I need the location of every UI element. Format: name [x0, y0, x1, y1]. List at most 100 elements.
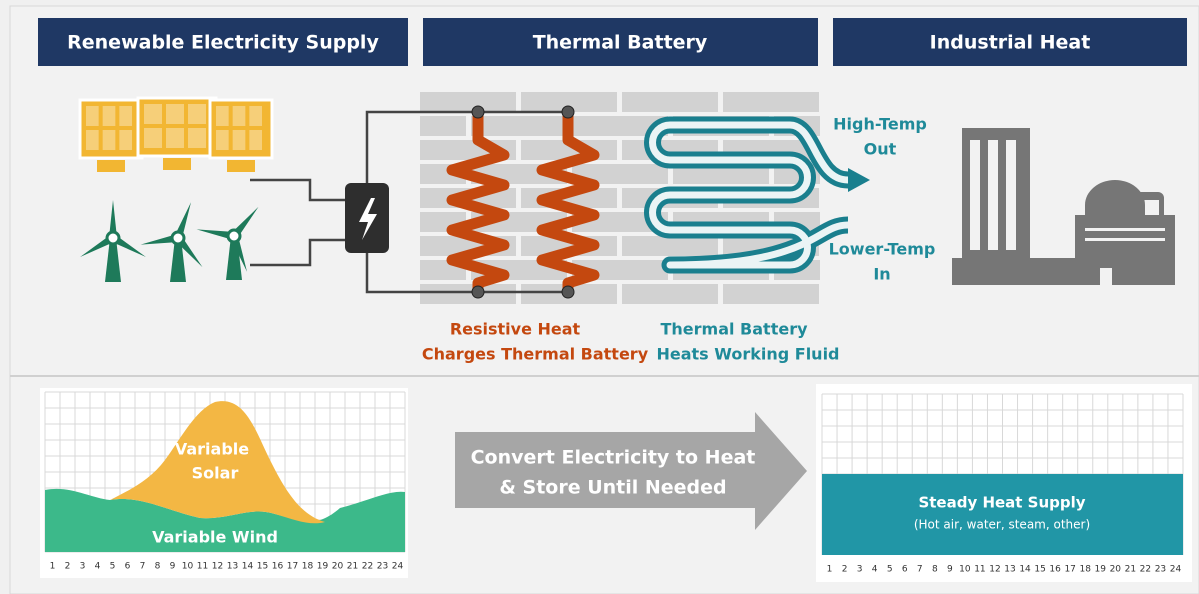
process-arrow	[455, 412, 807, 530]
hour-label: 24	[392, 562, 404, 572]
brick	[572, 164, 668, 184]
hour-label: 11	[197, 562, 208, 572]
hour-label: 7	[917, 565, 923, 575]
outlet-label: High-Temp	[833, 115, 927, 134]
resistive-label: Resistive Heat	[450, 320, 581, 339]
wind-turbines	[80, 200, 259, 282]
solar-cell	[86, 130, 99, 150]
hour-label: 14	[242, 562, 254, 572]
hour-label: 9	[170, 562, 176, 572]
hour-label: 20	[332, 562, 344, 572]
hour-label: 6	[125, 562, 131, 572]
hour-label: 20	[1110, 565, 1122, 575]
solar-cell	[249, 130, 262, 150]
header: Renewable Electricity Supply	[67, 32, 379, 54]
terminals	[471, 105, 575, 299]
hour-label: 17	[1064, 565, 1075, 575]
hour-label: 4	[872, 565, 878, 575]
wind-label: Variable Wind	[152, 528, 278, 547]
panel-stand	[97, 160, 125, 172]
hour-label: 24	[1170, 565, 1182, 575]
hour-label: 1	[827, 565, 833, 575]
panel-stand	[163, 158, 191, 170]
brick	[723, 284, 819, 304]
solar-cell	[249, 106, 262, 126]
header-box	[423, 18, 818, 66]
hour-label: 8	[932, 565, 938, 575]
hour-label: 10	[959, 565, 971, 575]
brick	[673, 164, 769, 184]
fluid-pipe-inner	[649, 121, 849, 269]
brick	[420, 92, 516, 112]
brick	[572, 116, 668, 136]
brick	[622, 92, 718, 112]
solar-cell	[188, 104, 206, 124]
hour-label: 19	[1095, 565, 1107, 575]
header-box	[833, 18, 1187, 66]
solar-cell	[144, 128, 162, 148]
hour-label: 2	[842, 565, 848, 575]
inlet-label: Lower-Temp	[829, 240, 936, 259]
hour-label: 12	[989, 565, 1000, 575]
outlet-arrow	[848, 168, 870, 192]
hour-label: 6	[902, 565, 908, 575]
hour-label: 3	[857, 565, 863, 575]
hour-label: 17	[287, 562, 298, 572]
hour-label: 22	[1140, 565, 1151, 575]
solar-cell	[102, 130, 116, 150]
turbine-tower	[105, 238, 121, 282]
turbine-hub	[226, 228, 242, 244]
solar-panel	[208, 98, 274, 160]
hour-label: 10	[182, 562, 194, 572]
hour-label: 23	[1155, 565, 1166, 575]
steady-supply-area	[822, 474, 1183, 555]
solar-panel	[78, 98, 144, 160]
battery-label: Thermal Battery	[660, 320, 808, 339]
solar-cell	[86, 106, 99, 126]
solar-cell	[166, 104, 184, 124]
bolt-icon	[359, 198, 377, 240]
hour-label: 11	[974, 565, 985, 575]
solar-cell	[119, 106, 132, 126]
arrow-label: & Store Until Needed	[499, 477, 726, 499]
heater-coil	[536, 112, 600, 292]
resistive-label: Charges Thermal Battery	[422, 345, 649, 364]
battery-label: Heats Working Fluid	[656, 345, 839, 364]
turbine-blade	[140, 234, 179, 245]
solar-label: Solar	[192, 464, 239, 483]
solar-cell	[102, 106, 116, 126]
hour-label: 21	[347, 562, 358, 572]
solar-cell	[119, 130, 132, 150]
wind-area	[45, 488, 405, 552]
solar-cell	[166, 128, 184, 148]
hour-label: 13	[227, 562, 238, 572]
steady-subtitle: (Hot air, water, steam, other)	[914, 518, 1090, 532]
solar-cell	[144, 104, 162, 124]
hour-label: 15	[1034, 565, 1045, 575]
hour-label: 13	[1004, 565, 1015, 575]
hour-label: 5	[110, 562, 116, 572]
hour-label: 4	[95, 562, 101, 572]
heater-coil	[446, 112, 510, 292]
header: Industrial Heat	[930, 32, 1091, 54]
turbine-tower	[170, 238, 186, 282]
hour-label: 1	[50, 562, 56, 572]
turbine-hub	[170, 230, 186, 246]
header: Thermal Battery	[533, 32, 708, 54]
brick	[723, 92, 819, 112]
solar-cell	[232, 106, 246, 126]
brick	[420, 284, 516, 304]
solar-area	[110, 401, 325, 524]
solar-cell	[188, 128, 206, 148]
header-box	[38, 18, 408, 66]
solar-cell	[216, 130, 229, 150]
hour-label: 15	[257, 562, 268, 572]
hour-label: 5	[887, 565, 893, 575]
solar-cell	[216, 106, 229, 126]
hour-label: 2	[65, 562, 71, 572]
solar-panel	[136, 96, 218, 158]
hour-label: 8	[155, 562, 161, 572]
panel-stand	[227, 160, 255, 172]
hour-label: 22	[362, 562, 373, 572]
